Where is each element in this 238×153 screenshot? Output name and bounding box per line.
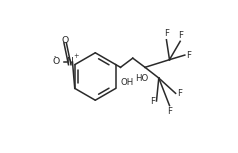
Text: F: F [167, 107, 172, 116]
Text: OH: OH [121, 78, 134, 87]
Text: N: N [66, 58, 73, 66]
Text: F: F [178, 31, 183, 40]
Text: F: F [186, 51, 191, 60]
Text: F: F [177, 89, 182, 98]
Text: O: O [61, 36, 69, 45]
Text: F: F [150, 97, 155, 106]
Text: O: O [53, 58, 60, 66]
Text: -: - [54, 53, 56, 59]
Text: HO: HO [136, 74, 149, 82]
Text: F: F [164, 29, 169, 38]
Text: +: + [73, 53, 78, 59]
